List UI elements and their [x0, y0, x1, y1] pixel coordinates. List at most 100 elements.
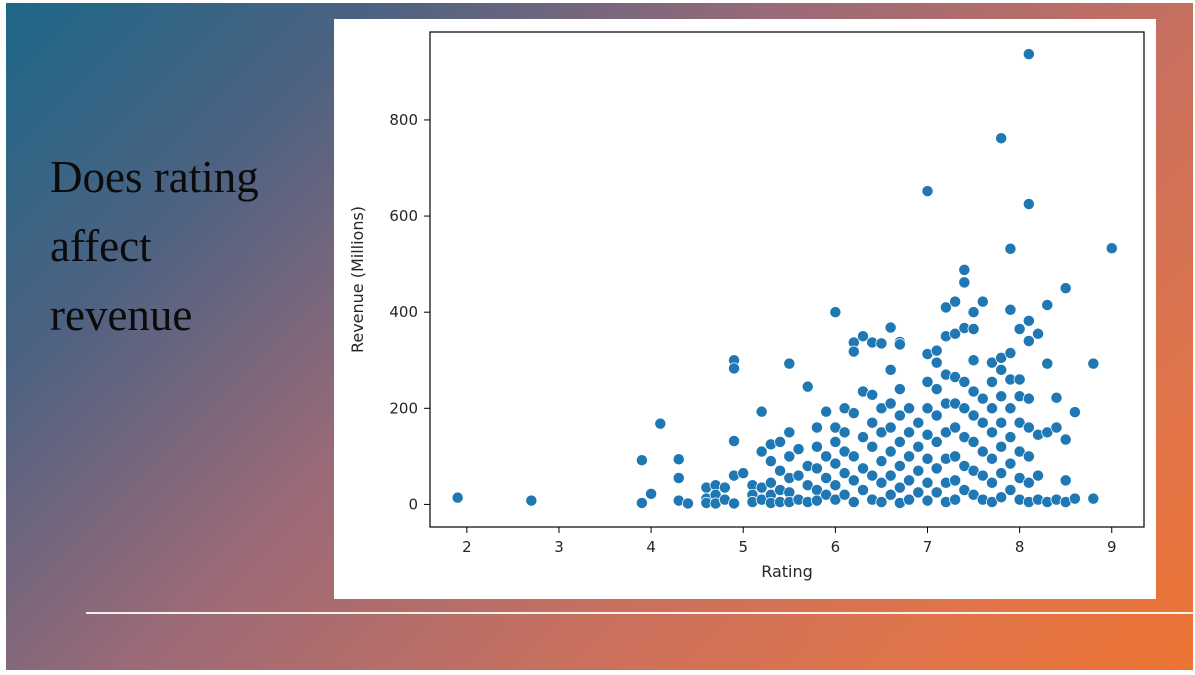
slide-title-line-2: affect	[50, 221, 152, 271]
data-point	[995, 416, 1008, 429]
data-point	[949, 397, 962, 410]
data-point	[1013, 373, 1026, 386]
data-point	[672, 453, 685, 466]
data-point	[451, 491, 464, 504]
data-point	[949, 371, 962, 384]
data-point	[884, 469, 897, 482]
data-point	[838, 488, 851, 501]
data-point	[829, 493, 842, 506]
data-point	[875, 337, 888, 350]
data-point	[967, 488, 980, 501]
data-point	[866, 416, 879, 429]
data-point	[875, 402, 888, 415]
data-point	[995, 351, 1008, 364]
data-point	[986, 426, 998, 439]
data-point	[755, 481, 768, 494]
data-point	[635, 454, 648, 467]
data-point	[838, 467, 851, 480]
scatter-chart: 2 3 4 5 6 7 8 9 0 200 400 600 800 Rating Revenue (Mi…	[348, 31, 1145, 581]
data-point	[1041, 426, 1054, 439]
data-point	[893, 435, 906, 448]
data-point	[764, 455, 777, 468]
y-axis-title: Revenue (Millions)	[348, 206, 367, 353]
data-point	[783, 357, 796, 370]
data-point	[1004, 457, 1017, 470]
data-point	[1068, 406, 1081, 419]
y-tick-label: 800	[389, 111, 418, 129]
data-point	[1022, 314, 1035, 327]
data-point	[930, 409, 943, 422]
data-point	[958, 484, 971, 496]
data-point	[976, 416, 989, 429]
data-point	[755, 445, 768, 458]
y-tick-label: 400	[389, 303, 418, 321]
data-point	[967, 354, 980, 367]
data-point	[774, 435, 787, 448]
data-point	[820, 450, 833, 463]
data-point	[783, 426, 796, 439]
data-point	[976, 392, 989, 405]
data-point	[875, 455, 888, 468]
data-point	[792, 443, 805, 456]
data-point	[921, 428, 934, 441]
data-point	[967, 306, 980, 319]
data-point	[893, 383, 906, 396]
data-point	[875, 496, 888, 508]
data-point	[829, 421, 842, 434]
tick-layer: 2 3 4 5 6 7 8 9 0 200 400 600 800	[389, 111, 1116, 556]
data-point	[995, 440, 1008, 453]
data-point	[949, 421, 962, 434]
data-point	[1050, 421, 1063, 434]
data-point	[1022, 450, 1035, 463]
data-point	[1013, 445, 1026, 458]
data-point	[820, 405, 833, 418]
data-point	[958, 276, 971, 289]
data-point	[1013, 323, 1026, 335]
data-point	[829, 479, 842, 492]
data-point	[930, 356, 943, 369]
data-point	[847, 496, 860, 508]
data-point	[792, 469, 805, 482]
data-point	[820, 472, 833, 484]
data-point	[857, 330, 869, 343]
data-point	[838, 445, 851, 458]
data-point	[875, 426, 888, 439]
data-point	[930, 486, 943, 499]
x-tick-label: 3	[554, 538, 564, 556]
x-tick-label: 7	[923, 538, 933, 556]
data-point	[884, 488, 897, 501]
data-point	[967, 409, 980, 422]
slide-title-line-3: revenue	[50, 290, 193, 340]
data-point	[958, 431, 971, 444]
data-point	[921, 375, 934, 388]
data-point	[986, 375, 998, 388]
data-point	[866, 469, 879, 482]
data-point	[967, 323, 980, 335]
data-point	[810, 421, 823, 434]
y-tick-label: 0	[408, 495, 418, 513]
data-point	[801, 380, 814, 393]
data-point	[921, 476, 934, 489]
data-point	[654, 417, 667, 430]
data-point	[1059, 474, 1072, 487]
data-point	[903, 426, 916, 439]
slide-background: Does rating affect revenue 2 3 4 5 6 7 8 9 0 200 4…	[6, 3, 1193, 670]
y-tick-label: 200	[389, 399, 418, 417]
data-point	[1022, 198, 1035, 210]
data-point	[986, 356, 998, 369]
data-point	[976, 469, 989, 482]
data-point	[949, 327, 962, 340]
x-tick-label: 6	[831, 538, 841, 556]
data-point	[986, 476, 998, 489]
data-point	[893, 481, 906, 494]
data-point	[1004, 431, 1017, 444]
data-point	[857, 431, 869, 444]
data-point	[810, 494, 823, 507]
data-point	[1059, 282, 1072, 295]
data-point	[995, 390, 1008, 403]
data-point	[958, 263, 971, 276]
footer-divider	[86, 612, 1193, 614]
data-point	[958, 460, 971, 472]
data-point	[921, 185, 934, 198]
data-point	[1004, 303, 1017, 316]
